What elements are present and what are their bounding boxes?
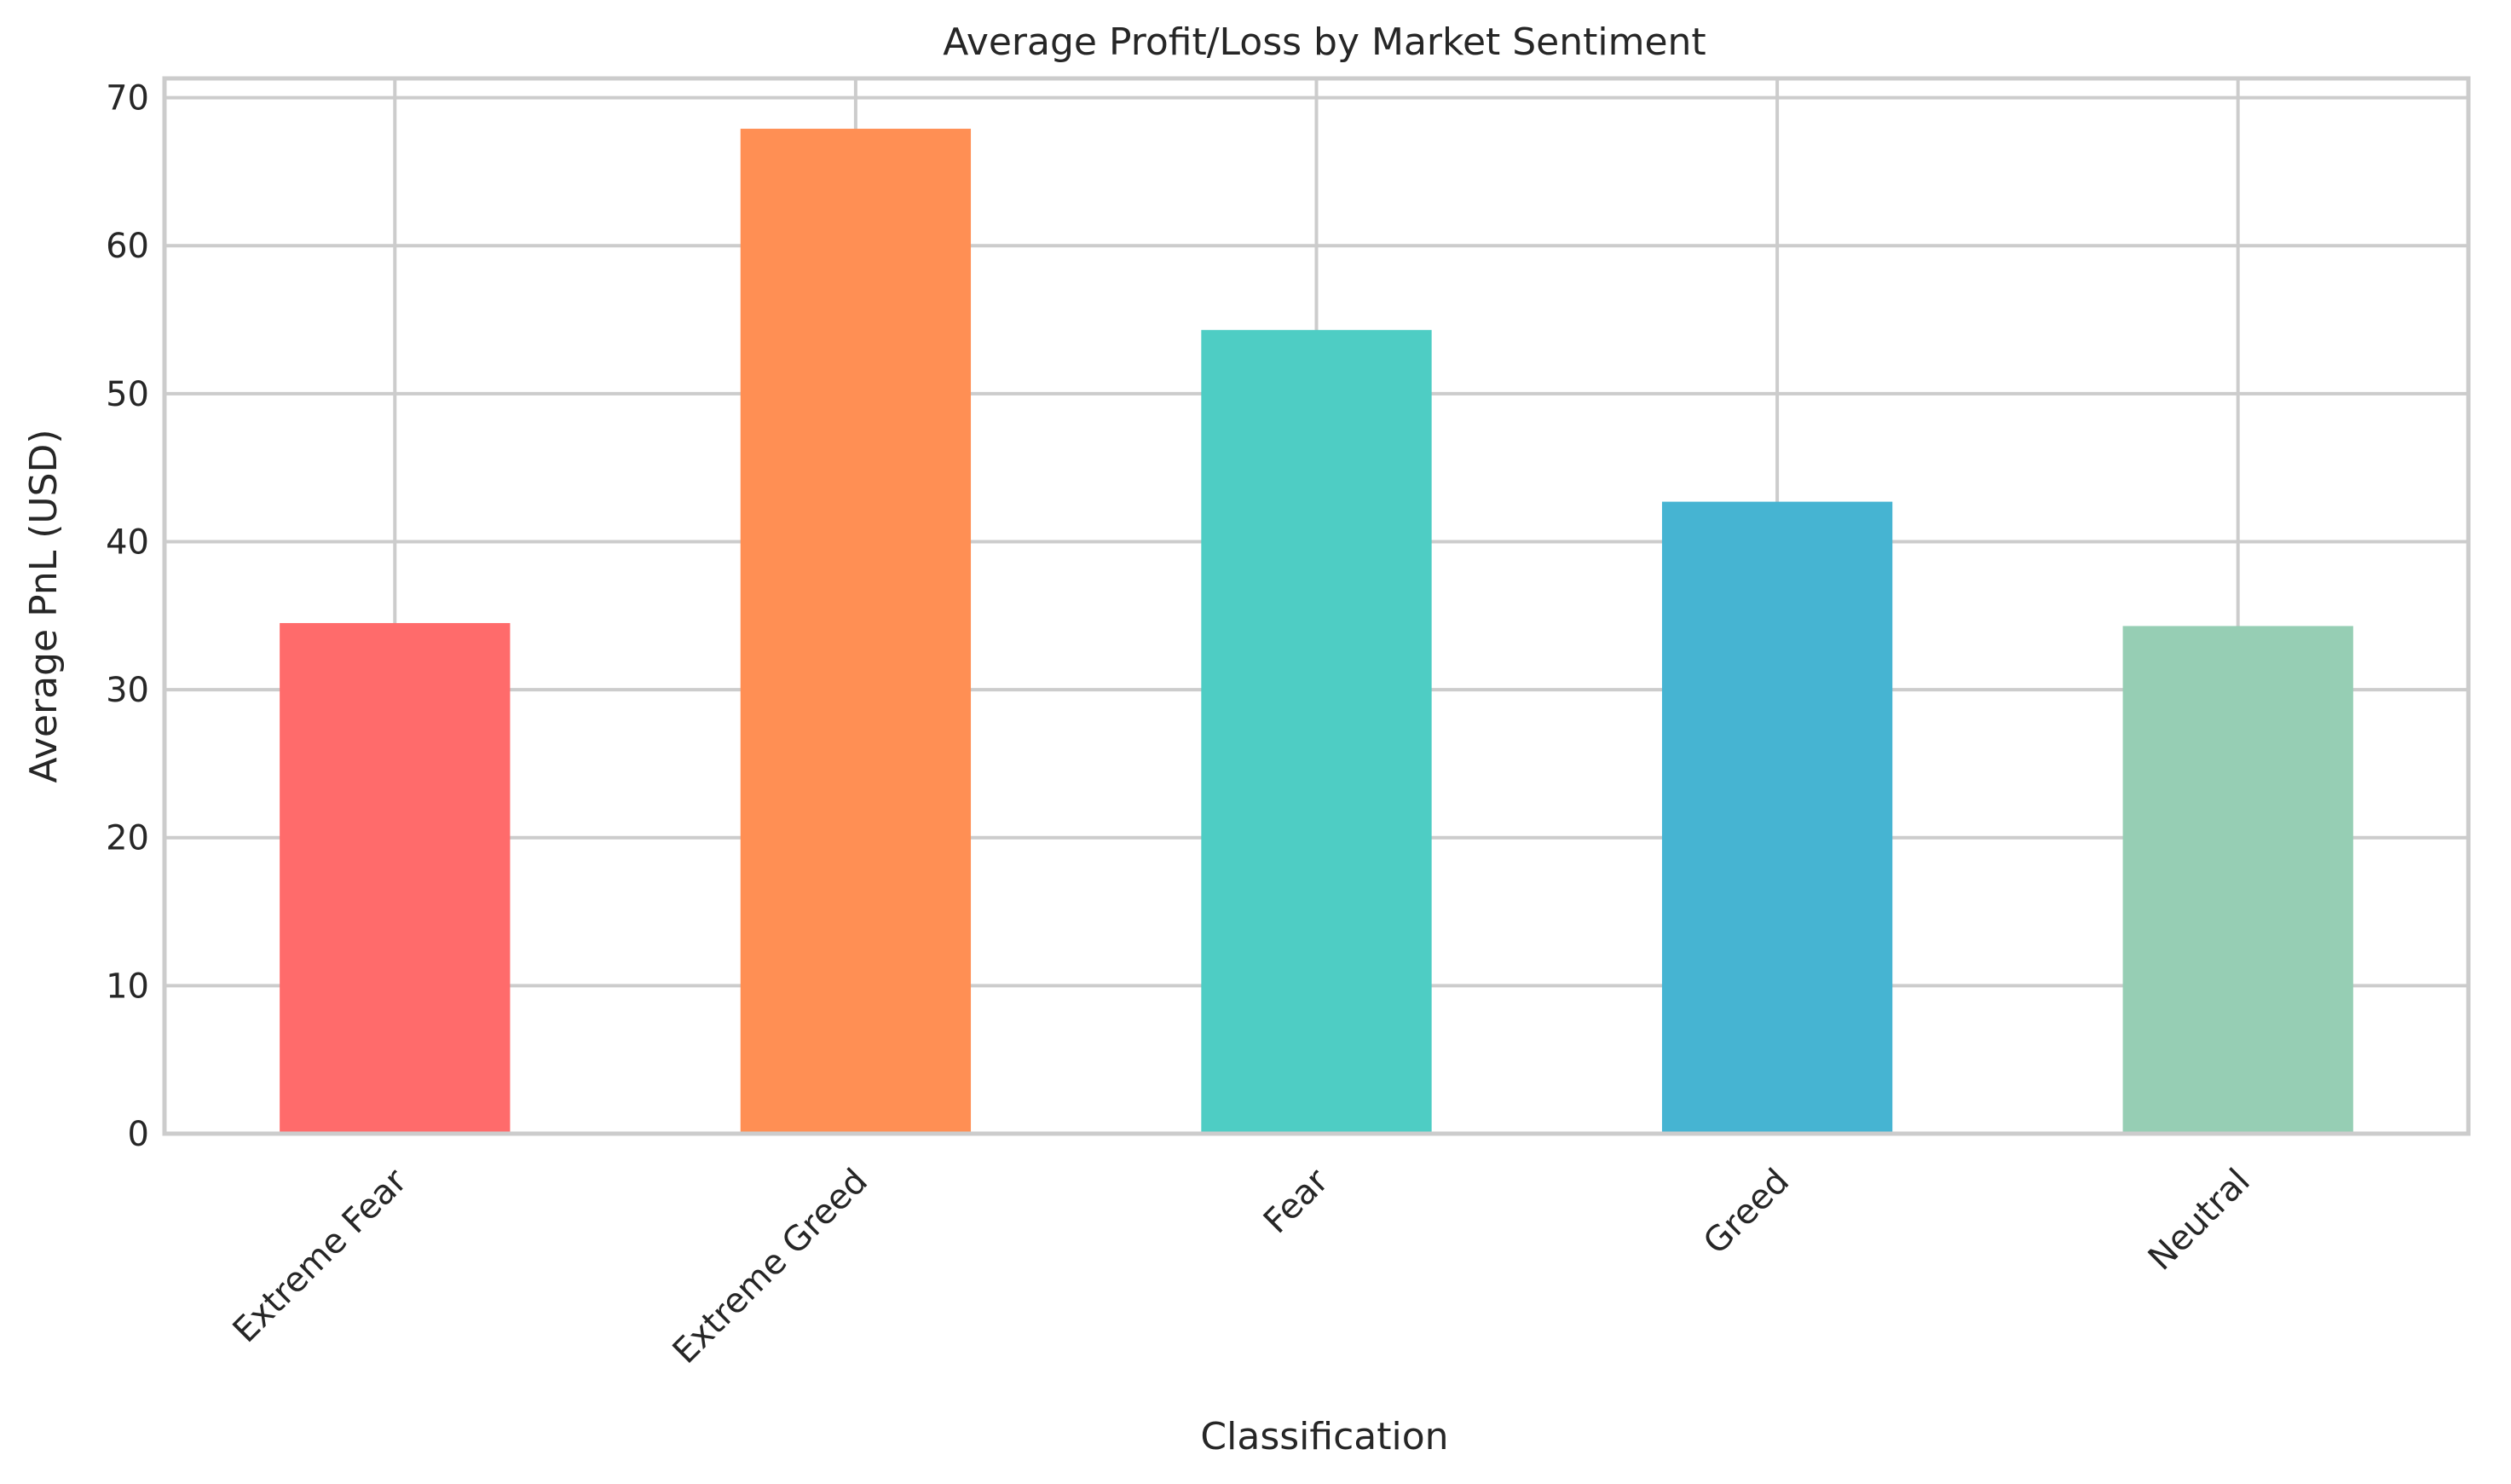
x-tick-label: Extreme Fear: [226, 1161, 415, 1350]
bar-greed: [1661, 501, 1893, 1134]
x-tick-labels: Extreme Fear Extreme Greed Fear Greed Neutra…: [226, 1161, 2258, 1371]
x-tick-label: Greed: [1696, 1162, 1797, 1262]
chart-title: Average Profit/Loss by Market Sentiment: [943, 20, 1706, 64]
x-tick-label: Extreme Greed: [666, 1162, 875, 1371]
y-tick-label: 40: [106, 523, 149, 562]
y-tick-label: 10: [106, 967, 149, 1006]
y-tick-label: 0: [128, 1115, 149, 1154]
y-tick-label: 60: [106, 227, 149, 266]
y-tick-label: 30: [106, 671, 149, 710]
y-tick-label: 70: [106, 79, 149, 118]
y-tick-labels: 0 10 20 30 40 50 60 70: [106, 79, 149, 1154]
y-axis-label: Average PnL (USD): [22, 429, 66, 782]
x-tick-label: Neutral: [2141, 1162, 2258, 1279]
bars: [280, 129, 2353, 1135]
bar-extreme-greed: [740, 129, 972, 1135]
bar-extreme-fear: [280, 622, 511, 1134]
bar-neutral: [2122, 626, 2353, 1134]
y-tick-label: 20: [106, 819, 149, 858]
plot-frame: [162, 76, 2471, 1136]
y-tick-label: 50: [106, 375, 149, 414]
bar-fear: [1201, 330, 1432, 1135]
x-tick-label: Fear: [1256, 1161, 1336, 1241]
x-axis-label: Classification: [1200, 1415, 1448, 1458]
